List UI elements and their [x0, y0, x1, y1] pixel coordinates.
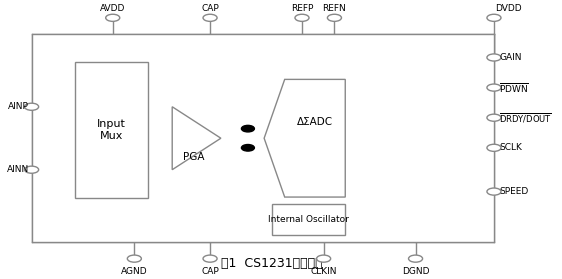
Text: $\overline{\mathrm{DRDY/DOUT}}$: $\overline{\mathrm{DRDY/DOUT}}$	[500, 111, 552, 125]
Circle shape	[242, 125, 255, 132]
Text: PGA: PGA	[183, 152, 205, 162]
Text: AINN: AINN	[7, 165, 29, 174]
FancyBboxPatch shape	[75, 62, 148, 198]
Circle shape	[25, 166, 39, 173]
Text: $\overline{\mathrm{PDWN}}$: $\overline{\mathrm{PDWN}}$	[500, 81, 529, 95]
Text: CAP: CAP	[201, 4, 219, 13]
Text: SCLK: SCLK	[500, 143, 522, 152]
Circle shape	[25, 103, 39, 110]
Text: AVDD: AVDD	[100, 4, 125, 13]
Circle shape	[316, 255, 330, 262]
Circle shape	[203, 14, 217, 21]
Circle shape	[487, 54, 501, 61]
Text: REFP: REFP	[291, 4, 313, 13]
Polygon shape	[172, 107, 221, 170]
Text: CAP: CAP	[201, 267, 219, 276]
Circle shape	[409, 255, 423, 262]
Circle shape	[106, 14, 120, 21]
FancyBboxPatch shape	[31, 34, 494, 242]
Text: ΔΣADC: ΔΣADC	[297, 117, 333, 127]
Text: SPEED: SPEED	[500, 187, 529, 196]
Text: CLKIN: CLKIN	[310, 267, 337, 276]
Circle shape	[203, 255, 217, 262]
Circle shape	[295, 14, 309, 21]
Polygon shape	[264, 80, 345, 197]
Text: 图1  CS1231原理框图: 图1 CS1231原理框图	[221, 257, 323, 270]
Text: DGND: DGND	[402, 267, 429, 276]
Circle shape	[487, 114, 501, 121]
Text: AINP: AINP	[8, 102, 29, 111]
FancyBboxPatch shape	[272, 204, 345, 235]
Text: REFN: REFN	[323, 4, 346, 13]
Circle shape	[487, 14, 501, 21]
Circle shape	[487, 144, 501, 151]
Circle shape	[487, 188, 501, 195]
Text: GAIN: GAIN	[500, 53, 522, 62]
Circle shape	[242, 145, 255, 151]
Circle shape	[487, 84, 501, 91]
Text: DVDD: DVDD	[495, 4, 522, 13]
Text: AGND: AGND	[121, 267, 148, 276]
Text: Internal Oscillator: Internal Oscillator	[268, 215, 349, 224]
Circle shape	[128, 255, 142, 262]
Circle shape	[328, 14, 342, 21]
Text: Input
Mux: Input Mux	[97, 119, 126, 141]
